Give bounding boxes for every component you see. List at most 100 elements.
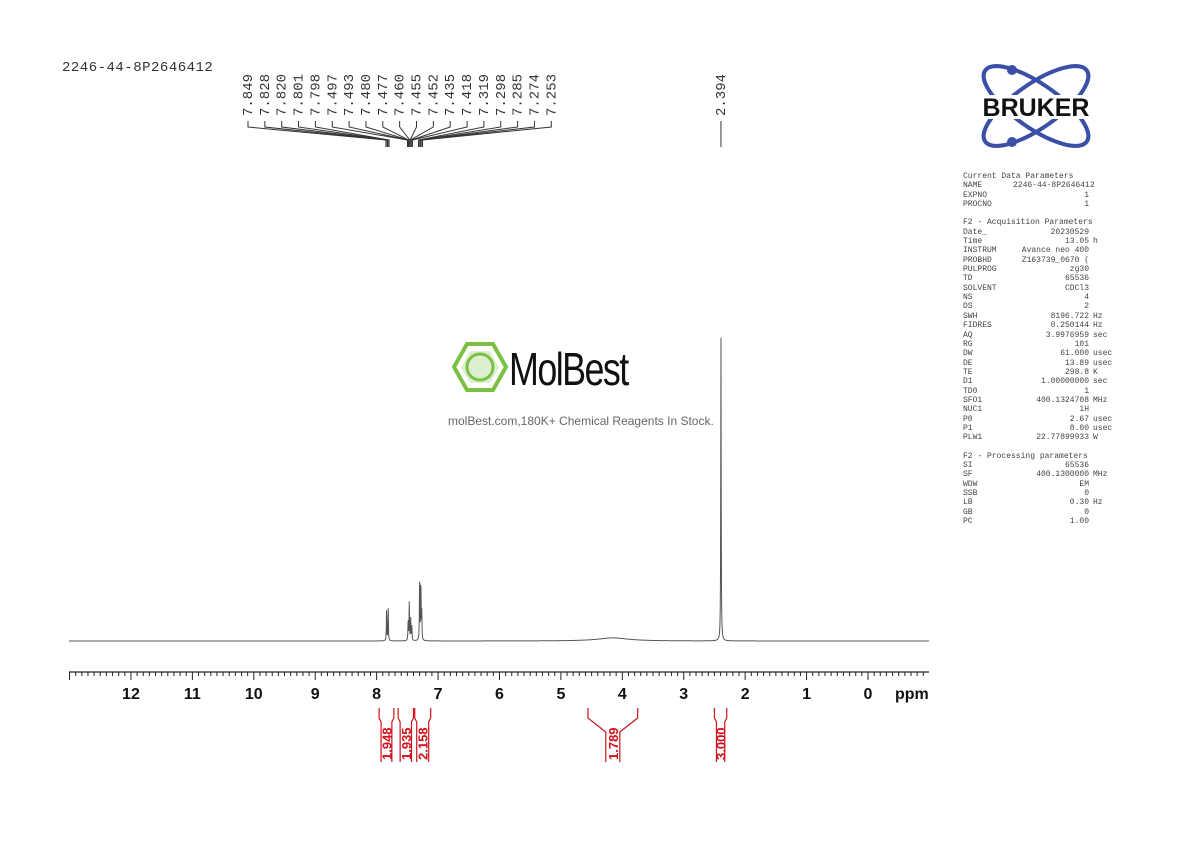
parameter-name: TD0 xyxy=(963,386,978,396)
parameter-name: SOLVENT xyxy=(963,283,997,293)
parameter-unit xyxy=(1089,200,1093,209)
parameter-row: Date_ 20230529 xyxy=(963,228,1112,237)
peak-label-text: 7.460 xyxy=(393,74,409,116)
parameter-name: NUC1 xyxy=(963,405,983,415)
parameter-unit xyxy=(1089,480,1093,489)
parameter-value: 0 xyxy=(1084,489,1089,498)
parameter-name: D1 xyxy=(963,377,973,387)
parameter-name: Time xyxy=(963,237,983,247)
parameter-row: D1 1.00000000 sec xyxy=(963,377,1112,386)
peak-label-leader xyxy=(281,121,389,147)
parameter-name: AQ xyxy=(963,330,973,340)
peak-label-text: 7.820 xyxy=(275,74,291,116)
peak-label: 7.798 xyxy=(308,74,390,147)
x-axis: 12 11 10 9 8 7 6 5 4 3 2 1 0 xyxy=(69,671,929,703)
parameter-row: PROBHD Z163739_0670 ( xyxy=(963,256,1112,265)
parameter-value: 65536 xyxy=(1064,274,1089,284)
parameter-value: 8.00 xyxy=(1069,423,1089,433)
parameter-row: FIDRES 0.250144 Hz xyxy=(963,321,1112,330)
peak-label-leader xyxy=(409,121,434,147)
parameter-value: zg30 xyxy=(1069,265,1089,275)
peak-labels: 7.849 7.828 7.820 7.801 7.798 7.497 7.493 7.480… xyxy=(241,74,730,147)
integral: 2.158 xyxy=(414,708,432,762)
peak-label: 7.253 xyxy=(422,74,560,147)
parameter-name: INSTRUM xyxy=(963,246,997,256)
x-axis-label: ppm xyxy=(895,686,929,703)
peak-label-leader xyxy=(420,121,535,147)
peak-label: 7.849 xyxy=(241,74,387,147)
integral-bracket xyxy=(414,708,432,762)
parameter-value: 101 xyxy=(1074,339,1089,349)
x-tick-label: 3 xyxy=(679,686,688,703)
x-tick-label: 7 xyxy=(434,686,443,703)
parameter-row: SF 400.1300000 MHz xyxy=(963,470,1112,479)
parameter-row: DE 13.89 usec xyxy=(963,359,1112,368)
parameter-name: DE xyxy=(963,358,973,368)
peak-label-text: 7.435 xyxy=(443,74,459,116)
peak-label-text: 7.493 xyxy=(342,74,358,116)
peak-label-leader xyxy=(419,121,502,147)
peak-label: 7.274 xyxy=(420,74,543,147)
x-tick-label: 8 xyxy=(372,686,381,703)
peak-label: 7.477 xyxy=(376,74,410,147)
x-tick-label: 2 xyxy=(741,686,750,703)
parameter-unit xyxy=(1089,265,1093,274)
parameter-unit xyxy=(1089,274,1093,283)
peak-label-text: 7.497 xyxy=(325,74,341,116)
x-tick-label: 0 xyxy=(864,686,873,703)
parameter-row: SOLVENT CDCl3 xyxy=(963,284,1112,293)
parameter-unit xyxy=(1089,284,1093,293)
parameter-unit: Hz xyxy=(1093,311,1103,321)
parameter-row: GB 0 xyxy=(963,508,1112,517)
parameter-name: SI xyxy=(963,460,973,470)
bruker-logo: BRUKER xyxy=(960,64,1112,148)
parameter-name: SSB xyxy=(963,489,978,498)
parameter-value: 1 xyxy=(1084,190,1089,200)
integral-bracket xyxy=(587,708,639,762)
parameter-name: PROCNO xyxy=(963,200,992,210)
peak-label-text: 7.455 xyxy=(410,74,426,116)
peak-label-text: 7.849 xyxy=(241,74,257,116)
parameter-value: 13.05 xyxy=(1064,237,1089,247)
parameter-value: 400.1324708 xyxy=(1036,395,1089,405)
parameter-name: NS xyxy=(963,293,973,303)
peak-label-text: 7.480 xyxy=(359,74,375,116)
parameter-row: P0 2.67 usec xyxy=(963,415,1112,424)
x-tick-label: 12 xyxy=(122,686,140,703)
parameter-value: 4 xyxy=(1084,293,1089,303)
parameter-unit xyxy=(1089,302,1093,311)
parameters-panel: Current Data Parameters NAME 2246-44-8P264… xyxy=(963,172,1112,526)
x-tick-label: 10 xyxy=(245,686,263,703)
peak-label-text: 7.798 xyxy=(308,74,324,116)
parameter-value: 1.00 xyxy=(1069,517,1089,527)
x-tick-label: 1 xyxy=(802,686,811,703)
parameter-unit xyxy=(1089,461,1093,470)
peak-label-text: 7.319 xyxy=(477,74,493,116)
parameter-row: PC 1.00 xyxy=(963,517,1112,526)
parameter-row: PULPROG zg30 xyxy=(963,265,1112,274)
parameter-name: GB xyxy=(963,507,973,517)
peak-label-leader xyxy=(264,121,388,147)
integral: 1.935 xyxy=(397,708,415,762)
x-tick-label: 5 xyxy=(556,686,565,703)
molbest-wordmark: MolBest xyxy=(509,343,629,395)
parameter-unit: usec xyxy=(1093,414,1113,424)
parameter-value: 0.250144 xyxy=(1050,321,1089,331)
peak-label-text: 7.253 xyxy=(544,74,560,116)
integral-value: 2.158 xyxy=(416,727,431,760)
parameter-row: DW 61.000 usec xyxy=(963,349,1112,358)
peak-label-text: 7.298 xyxy=(494,74,510,116)
integral-bracket xyxy=(713,708,728,762)
parameter-row: INSTRUM Avance neo 400 xyxy=(963,246,1112,255)
parameter-name: NAME xyxy=(963,181,983,191)
parameter-name: WDW xyxy=(963,479,978,489)
parameter-value: 13.89 xyxy=(1064,358,1089,368)
parameter-row: WDW EM xyxy=(963,480,1112,489)
parameter-name: PLW1 xyxy=(963,433,983,443)
peak-label: 7.319 xyxy=(417,74,493,147)
integral: 1.948 xyxy=(378,708,394,762)
parameter-value: 2.67 xyxy=(1069,414,1089,424)
spectrum-line xyxy=(69,337,929,642)
integral-value: 1.948 xyxy=(379,727,394,760)
parameters-heading: Current Data Parameters xyxy=(963,172,1074,181)
